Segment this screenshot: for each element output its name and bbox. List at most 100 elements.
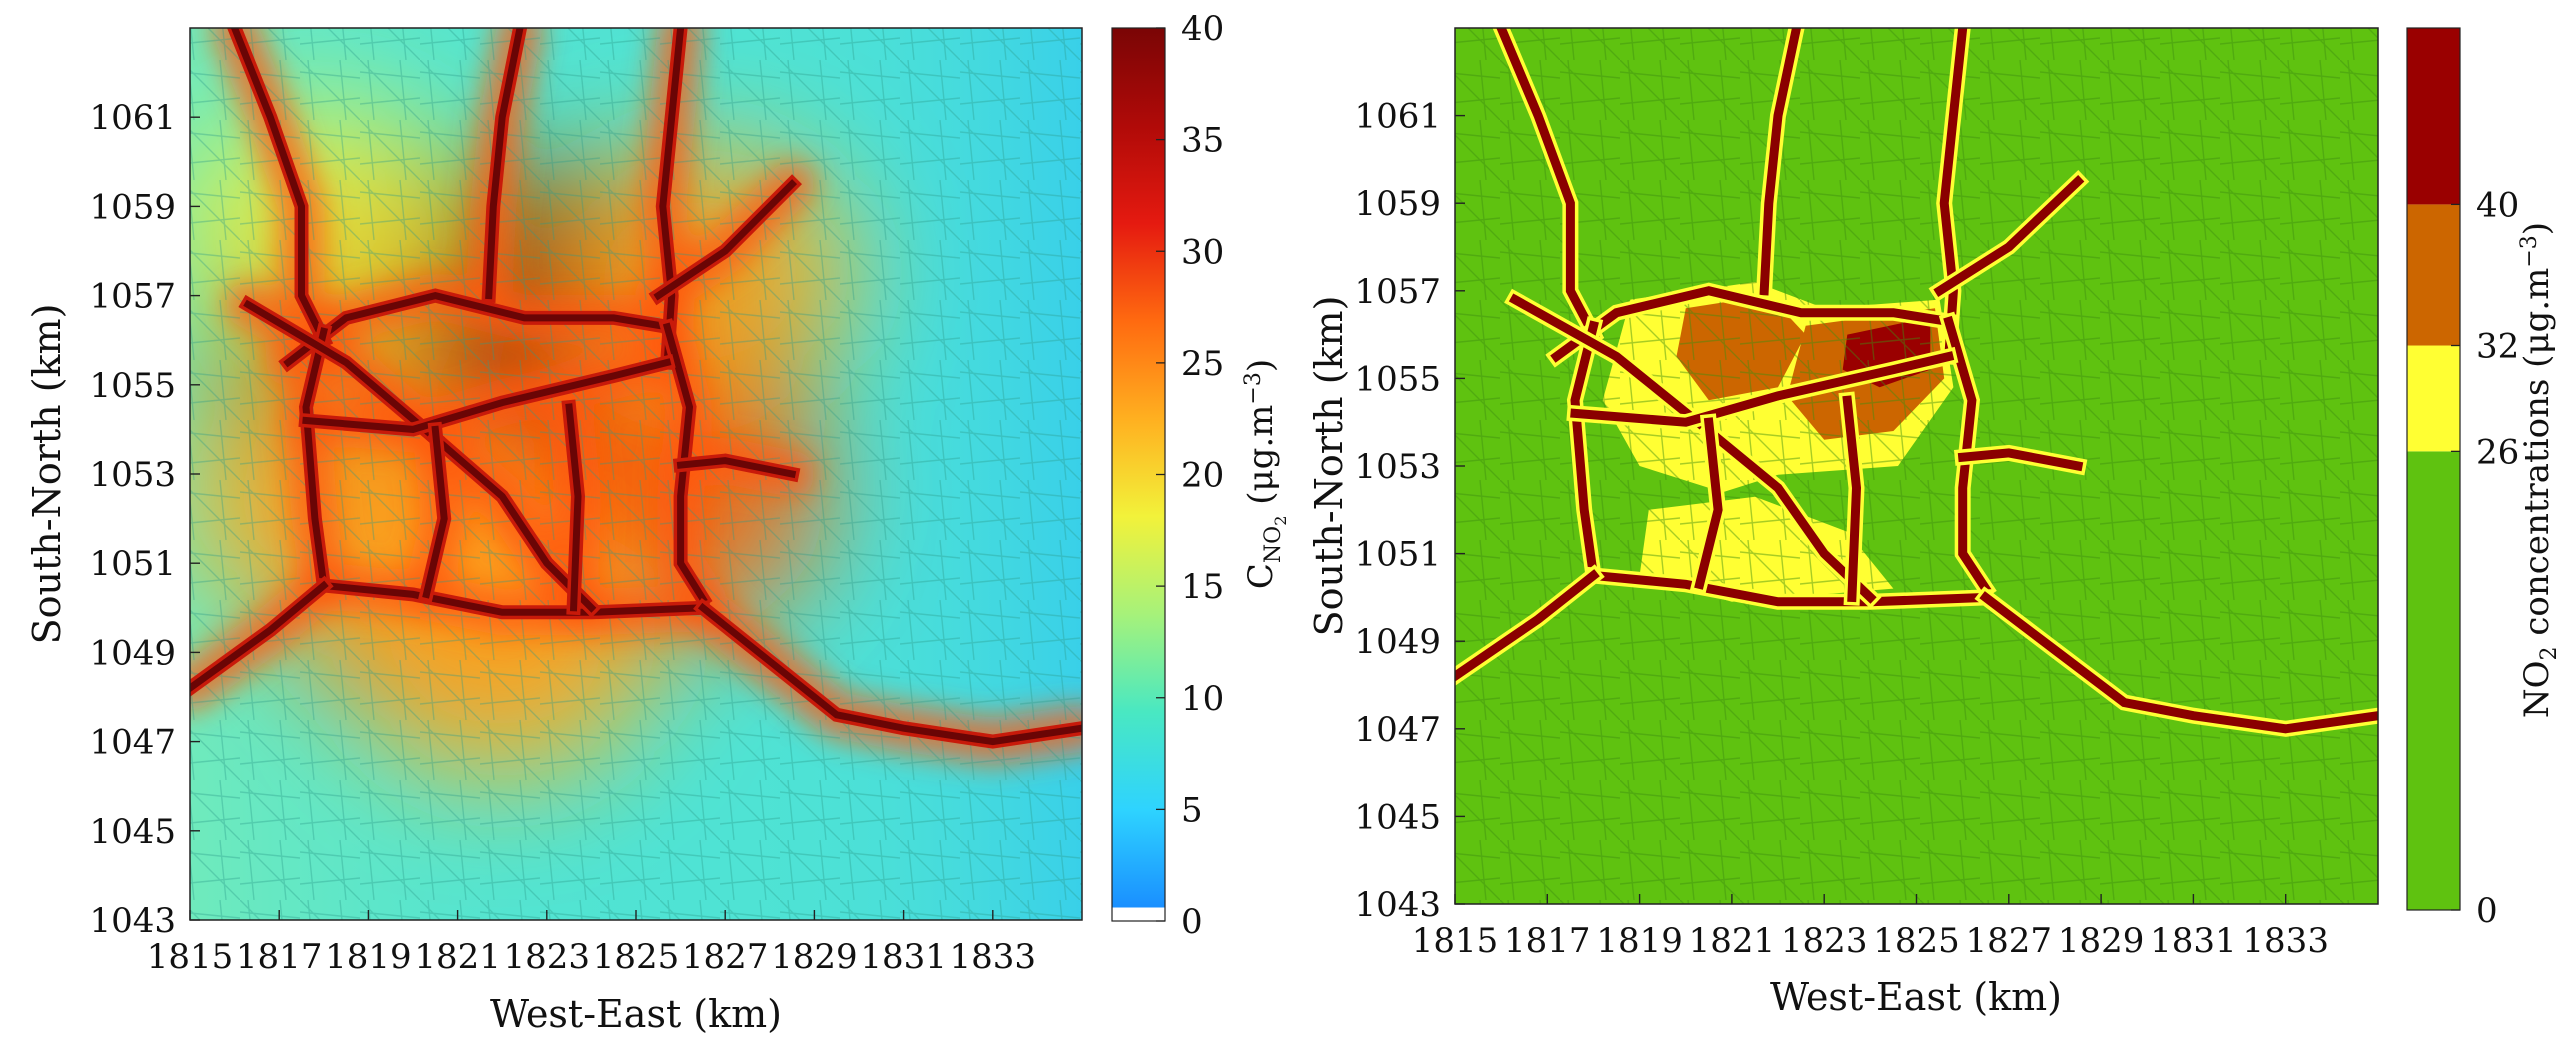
right-road [1979,591,2378,734]
left-x-tick-label: 1815 [147,937,234,977]
left-road [302,327,329,590]
right-y-tick-label: 1045 [1354,797,1441,837]
left-road [662,322,708,604]
right-y-axis: 1043 1045 1047 1049 1051 1053 1055 1057 1059 1061 [1354,97,1465,925]
left-y-tick-label: 1047 [89,723,176,763]
left-x-tick-label: 1823 [504,937,591,977]
left-x-axis-title: West-East (km) [490,992,782,1036]
right-y-tick-label: 1055 [1354,359,1441,399]
left-road [565,403,582,612]
right-y-tick-label: 1043 [1354,885,1441,925]
right-colorbar-tick-label: 32 [2476,327,2519,367]
left-colorbar-tick-label: 35 [1181,121,1224,161]
left-colorbar-tick-label: 40 [1181,9,1224,49]
left-road [190,580,329,693]
left-colorbar-title-main: C [1241,563,1281,589]
right-colorbar: 0 26 32 40 NO2 concentrations (μg.m−3) [2406,27,2557,931]
right-colorbar-class [2407,204,2460,346]
left-y-axis: 1043 1045 1047 1049 1051 1053 1055 1057 1059 1061 [89,98,200,941]
right-x-tick-label: 1829 [2058,921,2145,961]
left-colorbar-tick-label: 15 [1181,567,1224,607]
right-road [1588,570,1991,607]
left-panel: 1815 1817 1819 1821 1823 1825 1827 1829 1831 1833… [25,9,1290,1036]
right-road [1759,28,1802,296]
left-road [319,581,707,616]
left-colorbar-title-sub2: 2 [1271,516,1290,526]
left-road [422,425,448,599]
right-colorbar-tick-label: 0 [2476,891,2498,931]
left-x-tick-label: 1831 [860,937,947,977]
left-y-tick-label: 1045 [89,812,176,852]
right-x-tick-label: 1823 [1781,921,1868,961]
right-x-axis-title: West-East (km) [1770,975,2062,1019]
right-colorbar-class [2407,345,2460,452]
right-colorbar-frame [2406,27,2461,911]
left-colorbar-ticks: 0 5 10 15 20 25 30 35 40 [1156,9,1224,942]
left-road [659,28,685,367]
right-y-tick-label: 1049 [1354,622,1441,662]
left-x-axis: 1815 1817 1819 1821 1823 1825 1827 1829 1831 1833 [147,910,1036,977]
right-x-tick-label: 1817 [1504,921,1591,961]
right-road [1455,569,1600,682]
right-road [1550,286,1954,363]
left-x-tick-label: 1819 [325,937,412,977]
right-road [1570,351,1955,427]
right-x-tick-label: 1831 [2150,921,2237,961]
left-y-tick-label: 1049 [89,633,176,673]
right-x-tick-label: 1821 [1689,921,1776,961]
right-road [1842,395,1862,603]
left-y-tick-label: 1057 [89,277,176,317]
right-colorbar-title-close: ) [2517,222,2557,235]
right-colorbar-class [2407,28,2460,205]
left-x-tick-label: 1821 [414,937,501,977]
right-street-network [1455,28,2378,904]
left-colorbar-tick-label: 0 [1181,902,1203,942]
left-road [283,291,672,368]
left-colorbar-tick-label: 25 [1181,344,1224,384]
right-x-tick-label: 1825 [1873,921,1960,961]
right-y-tick-label: 1053 [1354,447,1441,487]
left-colorbar-tick-label: 5 [1181,790,1203,830]
right-x-tick-label: 1819 [1596,921,1683,961]
right-colorbar-tick-label: 40 [2476,185,2519,225]
right-road [1933,174,2085,298]
left-colorbar: 0 5 10 15 20 25 30 35 40 CNO2 (μg.m−3) [1111,9,1290,942]
right-x-tick-label: 1815 [1412,921,1499,961]
left-colorbar-title-units: (μg.m [1241,405,1281,516]
left-road [676,457,797,479]
left-y-tick-label: 1061 [89,98,176,138]
right-y-tick-label: 1051 [1354,535,1441,575]
left-y-tick-label: 1051 [89,544,176,584]
left-road [653,179,798,301]
left-x-tick-label: 1833 [950,937,1037,977]
right-road [1570,320,1599,581]
right-colorbar-title-main: NO [2517,660,2557,718]
right-colorbar-ticks: 0 26 32 40 [2451,185,2519,931]
left-road [697,602,1082,746]
left-roads-layer [190,28,1082,749]
right-x-axis: 1815 1817 1819 1821 1823 1825 1827 1829 1831 1833 [1412,894,2329,961]
right-roads-layer [1455,28,2378,737]
left-colorbar-tick-label: 20 [1181,456,1224,496]
left-x-tick-label: 1825 [593,937,680,977]
right-colorbar-title: NO2 concentrations (μg.m−3) [2517,222,2557,718]
right-colorbar-title-exp: −3 [2517,235,2542,267]
left-x-tick-label: 1817 [236,937,323,977]
right-y-tick-label: 1061 [1354,97,1441,137]
left-colorbar-title-sub: NO [1261,526,1286,563]
left-road [485,28,524,300]
left-road [230,28,329,345]
right-x-tick-label: 1833 [2242,921,2329,961]
right-road [1694,417,1723,590]
left-street-network [190,28,1082,920]
left-x-tick-label: 1829 [771,937,858,977]
right-colorbar-title-units: concentrations (μg.m [2517,268,2557,647]
right-y-axis-title: South-North (km) [1307,296,1351,637]
right-road [1943,315,1992,595]
left-y-axis-title: South-North (km) [25,304,69,645]
left-x-tick-label: 1827 [682,937,769,977]
left-road [302,358,672,433]
right-panel: 1815 1817 1819 1821 1823 1825 1827 1829 1831 1833… [1307,27,2557,1019]
left-y-tick-label: 1043 [89,901,176,941]
